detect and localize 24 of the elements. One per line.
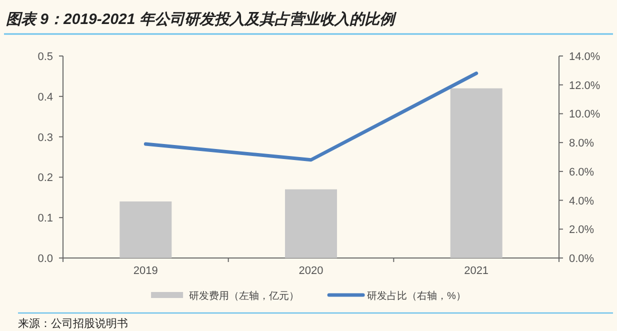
y2-tick-label: 14.0% <box>569 51 600 63</box>
source-note: 来源：公司招股说明书 <box>18 317 128 330</box>
bar <box>450 88 502 258</box>
bar <box>285 189 337 258</box>
y-tick-label: 0.1 <box>38 212 53 225</box>
legend-label: 研发费用（左轴，亿元） <box>189 290 300 302</box>
x-tick-label: 2021 <box>464 265 489 277</box>
y2-tick-label: 0.0% <box>569 253 594 265</box>
y-tick-label: 0.3 <box>38 132 53 144</box>
y-tick-label: 0.2 <box>38 172 53 184</box>
y2-tick-label: 2.0% <box>569 224 594 236</box>
bar <box>120 201 172 258</box>
y-tick-label: 0.4 <box>38 91 53 104</box>
y2-tick-label: 4.0% <box>569 195 594 208</box>
x-tick-label: 2020 <box>298 265 324 277</box>
y2-tick-label: 8.0% <box>569 138 594 150</box>
y-tick-label: 0.5 <box>38 51 53 63</box>
y2-tick-label: 6.0% <box>569 166 594 178</box>
y-tick-label: 0.0 <box>38 253 53 265</box>
y2-tick-label: 12.0% <box>569 80 600 92</box>
chart-title: 图表 9：2019-2021 年公司研发投入及其占营业收入的比例 <box>6 11 398 28</box>
y2-tick-label: 10.0% <box>569 108 600 121</box>
x-tick-label: 2019 <box>133 265 158 277</box>
legend-label: 研发占比（右轴，%） <box>367 290 466 302</box>
